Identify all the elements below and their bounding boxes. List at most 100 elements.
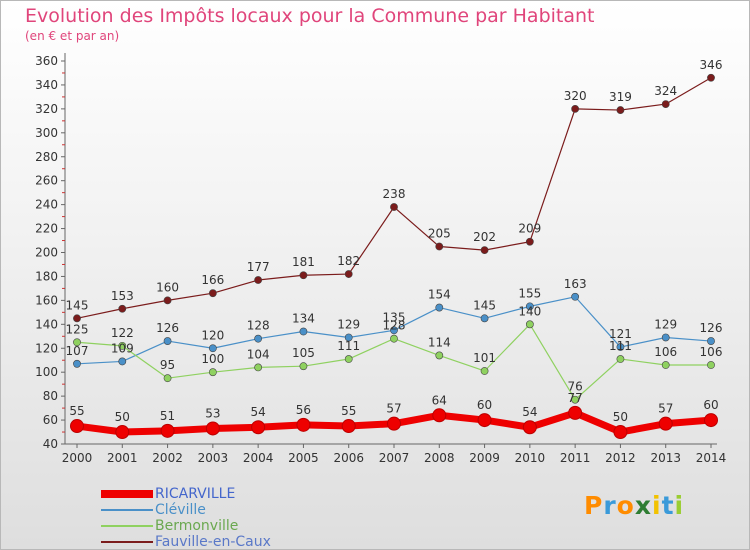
chart-title: Evolution des Impôts locaux pour la Comm… (25, 5, 595, 27)
data-label-cl-ville: 155 (518, 286, 541, 300)
data-label-fauville-en-caux: 166 (201, 273, 224, 287)
data-point-bermonville (571, 395, 580, 404)
data-label-fauville-en-caux: 160 (156, 280, 179, 294)
data-label-bermonville: 105 (292, 346, 315, 360)
data-label-cl-ville: 129 (337, 317, 360, 331)
data-point-fauville-en-caux (616, 106, 625, 114)
proxiti-logo: Proxiti (584, 491, 684, 520)
data-point-ricarville (704, 413, 718, 428)
data-label-fauville-en-caux: 209 (518, 222, 541, 236)
data-label-ricarville: 57 (386, 402, 401, 416)
data-label-fauville-en-caux: 181 (292, 255, 315, 269)
data-point-fauville-en-caux (208, 289, 217, 298)
y-tick-label: 280 (35, 150, 58, 164)
data-label-ricarville: 55 (341, 404, 356, 418)
logo-letter: x (634, 491, 652, 520)
data-point-bermonville (73, 338, 81, 347)
logo-letter: i (652, 491, 662, 520)
data-point-bermonville (435, 351, 444, 360)
y-tick-label: 340 (35, 78, 58, 92)
data-label-cl-ville: 121 (609, 327, 632, 341)
data-point-bermonville (707, 361, 715, 369)
data-point-ricarville (115, 425, 130, 440)
data-label-ricarville: 55 (69, 404, 84, 418)
data-point-fauville-en-caux (571, 104, 580, 113)
x-tick-label: 2014 (696, 451, 727, 465)
data-label-fauville-en-caux: 153 (111, 289, 134, 303)
data-point-ricarville (568, 405, 583, 420)
y-tick-label: 180 (35, 269, 58, 283)
data-point-fauville-en-caux (254, 276, 263, 284)
data-label-fauville-en-caux: 324 (654, 84, 677, 98)
legend-swatch (101, 490, 153, 498)
x-tick-label: 2012 (605, 451, 636, 465)
data-label-ricarville: 50 (115, 410, 130, 424)
data-point-bermonville (616, 355, 625, 363)
data-point-cl-ville (344, 333, 353, 342)
axes: 40 60 80 100 120 140 160 180 200 220 240 260 280 300 3… (35, 53, 726, 465)
data-label-bermonville: 114 (428, 335, 451, 349)
logo-letter: i (674, 491, 685, 520)
series-layer (70, 73, 718, 440)
x-tick-label: 2005 (288, 451, 319, 465)
data-label-bermonville: 125 (66, 322, 89, 336)
x-tick-label: 2011 (560, 451, 591, 465)
data-label-ricarville: 53 (205, 406, 220, 420)
legend-label: Cléville (155, 502, 206, 518)
data-point-bermonville (163, 374, 172, 383)
data-label-ricarville: 54 (522, 405, 537, 419)
data-label-fauville-en-caux: 145 (66, 298, 89, 312)
data-point-ricarville (251, 420, 266, 435)
data-label-cl-ville: 126 (700, 321, 723, 335)
legend-label: RICARVILLE (155, 486, 236, 502)
data-label-cl-ville: 126 (156, 321, 179, 335)
data-label-cl-ville: 129 (654, 317, 677, 331)
data-label-cl-ville: 154 (428, 288, 451, 302)
x-tick-label: 2003 (198, 451, 229, 465)
data-label-ricarville: 64 (432, 393, 447, 407)
data-point-cl-ville (163, 337, 172, 345)
x-tick-label: 2001 (107, 451, 138, 465)
y-tick-label: 120 (35, 341, 58, 355)
legend-item: Bermonville (101, 518, 271, 534)
y-tick-label: 160 (35, 293, 58, 307)
data-point-cl-ville (390, 326, 398, 335)
data-point-ricarville (477, 413, 492, 428)
data-label-ricarville: 60 (703, 398, 718, 412)
x-tick-label: 2006 (333, 451, 364, 465)
data-label-fauville-en-caux: 177 (247, 260, 270, 274)
data-label-cl-ville: 145 (473, 298, 496, 312)
data-label-fauville-en-caux: 202 (473, 230, 496, 244)
data-label-cl-ville: 128 (247, 319, 270, 333)
data-label-fauville-en-caux: 182 (337, 254, 360, 268)
data-point-cl-ville (616, 343, 625, 351)
data-label-bermonville: 104 (247, 347, 270, 361)
data-label-cl-ville: 134 (292, 311, 315, 325)
data-point-fauville-en-caux (118, 304, 127, 313)
data-label-ricarville: 50 (613, 410, 628, 424)
data-point-bermonville (118, 341, 127, 350)
legend-item: Cléville (101, 502, 271, 518)
data-label-fauville-en-caux: 319 (609, 90, 632, 104)
data-point-ricarville (296, 417, 311, 432)
x-tick-label: 2013 (650, 451, 681, 465)
data-label-ricarville: 51 (160, 409, 175, 423)
data-point-bermonville (254, 363, 263, 372)
y-tick-label: 260 (35, 174, 58, 188)
data-point-ricarville (205, 421, 220, 436)
y-tick-label: 100 (35, 365, 58, 379)
data-label-bermonville: 100 (201, 352, 224, 366)
x-tick-label: 2004 (243, 451, 274, 465)
x-tick-label: 2009 (469, 451, 500, 465)
logo-letter: o (616, 491, 635, 520)
data-point-bermonville (525, 320, 534, 329)
data-point-bermonville (480, 367, 489, 375)
data-point-ricarville (658, 416, 673, 431)
x-tick-label: 2010 (515, 451, 546, 465)
data-point-fauville-en-caux (299, 271, 308, 280)
data-label-bermonville: 76 (568, 380, 583, 394)
logo-letter: t (661, 491, 675, 520)
data-label-bermonville: 95 (160, 358, 175, 372)
